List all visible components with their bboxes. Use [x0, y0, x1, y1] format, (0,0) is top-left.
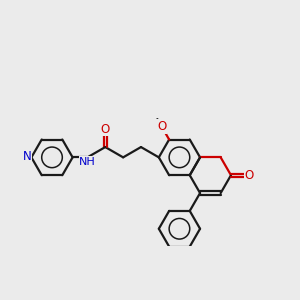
Text: N: N — [23, 150, 32, 163]
Text: NH: NH — [79, 157, 96, 167]
Text: O: O — [244, 169, 254, 182]
Text: O: O — [157, 120, 166, 133]
Text: O: O — [101, 123, 110, 136]
